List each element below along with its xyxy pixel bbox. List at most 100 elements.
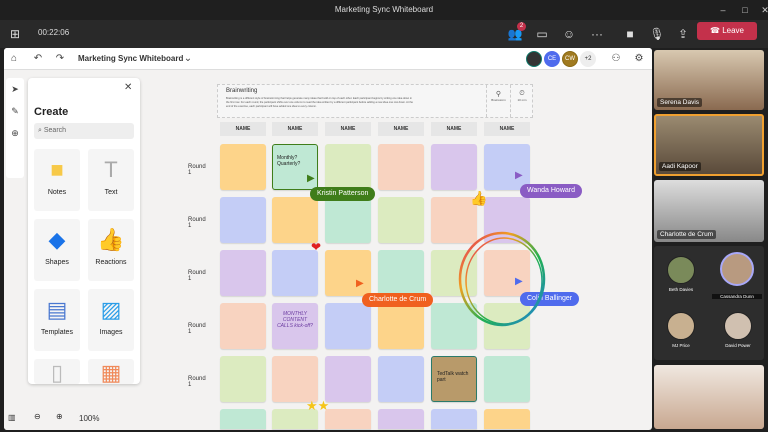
grid-icon: ▦ (100, 360, 122, 384)
create-templates[interactable]: ▤ Templates (34, 289, 80, 351)
apps-grid-icon[interactable]: ⊞ (9, 27, 21, 41)
sticky-note[interactable] (220, 303, 266, 349)
add-icon[interactable]: ⊕ (11, 128, 19, 138)
settings-gear-icon[interactable]: ⚙ (634, 53, 644, 64)
chevron-down-icon[interactable]: ⌄ (183, 53, 193, 64)
sticky-note[interactable] (378, 197, 424, 243)
create-panel: ✕ Create ⌕ Search ■ Notes T Text ◆ Shapes 👍… (28, 78, 140, 384)
tool-rail: ➤ ✎ ⊕ (6, 78, 24, 178)
sticky-note[interactable] (220, 144, 266, 190)
camera-icon[interactable]: ■ (626, 27, 634, 41)
sticky-note[interactable] (272, 409, 318, 429)
column-header: NAME (431, 122, 477, 136)
search-icon: ⌕ (38, 127, 44, 134)
maximize-button[interactable]: □ (742, 5, 748, 15)
share-people-icon[interactable]: ⚇ (611, 53, 621, 64)
select-pointer-icon[interactable]: ➤ (11, 84, 19, 94)
video-tile-aadi[interactable]: Aadi Kapoor (654, 114, 764, 176)
redo-icon[interactable]: ↷ (55, 53, 65, 64)
sticky-note[interactable] (484, 250, 530, 296)
avatar-cassandra[interactable] (720, 252, 754, 286)
leave-button[interactable]: ☎ Leave (697, 22, 757, 40)
sticky-note[interactable] (272, 250, 318, 296)
sticky-note[interactable]: TedTalk watch part (431, 356, 477, 402)
zoom-in-icon[interactable]: ⊕ (56, 412, 63, 421)
sticky-note[interactable] (484, 144, 530, 190)
chat-icon[interactable]: ▭ (536, 27, 548, 41)
whiteboard[interactable]: ⌂ ↶ ↷ Marketing Sync Whiteboard ⌄ CE CW … (4, 48, 652, 430)
sticky-note[interactable] (431, 250, 477, 296)
phone-icon: ☎ (710, 26, 723, 35)
participant-gallery: Beth Davies Cassandra Dunn MJ Price Davi… (654, 246, 764, 360)
sticky-note[interactable] (325, 250, 371, 296)
sticky-note[interactable] (325, 197, 371, 243)
tile-label: Reactions (95, 259, 127, 266)
image-icon: ▨ (100, 297, 122, 322)
share-screen-icon[interactable]: ⇪ (677, 27, 689, 41)
sticky-note[interactable] (431, 303, 477, 349)
minimize-button[interactable]: – (720, 5, 726, 15)
collaborator-avatar[interactable] (526, 51, 542, 67)
brainstorm-button[interactable]: ⚲ Brainstorm (486, 85, 510, 117)
sticky-note[interactable] (378, 409, 424, 429)
close-button[interactable]: ✕ (761, 5, 768, 15)
create-grid[interactable]: ▦ (88, 359, 134, 384)
avatar-mj[interactable] (667, 312, 695, 340)
map-icon[interactable]: ▥ (8, 413, 16, 422)
sticky-note[interactable] (378, 356, 424, 402)
search-input[interactable]: ⌕ Search (34, 123, 134, 139)
sticky-note[interactable]: MONTHLY CONTENT CALLS kick-off? (272, 303, 318, 349)
sticky-note[interactable] (378, 144, 424, 190)
video-tile-charlotte[interactable]: Charlotte de Crum (654, 180, 764, 242)
more-options-icon[interactable]: ··· (591, 27, 603, 41)
video-tile-presenter[interactable] (654, 365, 764, 429)
close-icon[interactable]: ✕ (124, 82, 133, 93)
zoom-out-icon[interactable]: ⊖ (34, 412, 41, 421)
collaborator-avatar[interactable]: CE (544, 51, 560, 67)
more-collaborators[interactable]: +2 (580, 51, 596, 67)
sticky-note[interactable] (484, 303, 530, 349)
sticky-note[interactable] (325, 144, 371, 190)
tile-label: Images (99, 329, 123, 336)
cursor-arrow-icon: ▶ (515, 276, 523, 287)
avatar-david[interactable] (724, 312, 752, 340)
sticky-note[interactable] (378, 303, 424, 349)
sticky-note[interactable] (325, 409, 371, 429)
row-label: Round 1 (188, 270, 206, 282)
sticky-note[interactable] (325, 303, 371, 349)
home-icon[interactable]: ⌂ (10, 53, 18, 64)
sticky-note[interactable] (484, 356, 530, 402)
video-tile-serena[interactable]: Serena Davis (654, 50, 764, 110)
sticky-note[interactable] (378, 250, 424, 296)
create-document[interactable]: ▯ (34, 359, 80, 384)
meeting-timer: 00:22:06 (38, 28, 70, 37)
sticky-note[interactable] (220, 356, 266, 402)
sticky-note[interactable] (220, 197, 266, 243)
sticky-note[interactable] (484, 409, 530, 429)
collaborator-avatar[interactable]: CW (562, 51, 578, 67)
create-shapes[interactable]: ◆ Shapes (34, 219, 80, 281)
sticky-note[interactable] (272, 356, 318, 402)
sticky-note-icon: ■ (50, 157, 64, 182)
reactions-icon[interactable]: ☺ (562, 27, 576, 41)
column-header: NAME (378, 122, 424, 136)
create-notes[interactable]: ■ Notes (34, 149, 80, 211)
sticky-note[interactable] (220, 409, 266, 429)
sticky-note[interactable] (220, 250, 266, 296)
undo-icon[interactable]: ↶ (33, 53, 43, 64)
create-text[interactable]: T Text (88, 149, 134, 211)
sticky-note[interactable] (431, 144, 477, 190)
pen-icon[interactable]: ✎ (11, 106, 19, 116)
sticky-note[interactable] (272, 197, 318, 243)
timer-button[interactable]: ⏲ 10 min (510, 85, 533, 117)
sticky-note[interactable]: Monthly? Quarterly? (272, 144, 318, 190)
create-reactions[interactable]: 👍 Reactions (88, 219, 134, 281)
microphone-icon[interactable]: 🎙 (649, 27, 665, 41)
tile-label: Templates (41, 329, 73, 336)
row-label: Round 1 (188, 217, 206, 229)
sticky-note[interactable] (431, 197, 477, 243)
sticky-note[interactable] (431, 409, 477, 429)
sticky-note[interactable] (325, 356, 371, 402)
avatar-beth[interactable] (667, 256, 695, 284)
create-images[interactable]: ▨ Images (88, 289, 134, 351)
